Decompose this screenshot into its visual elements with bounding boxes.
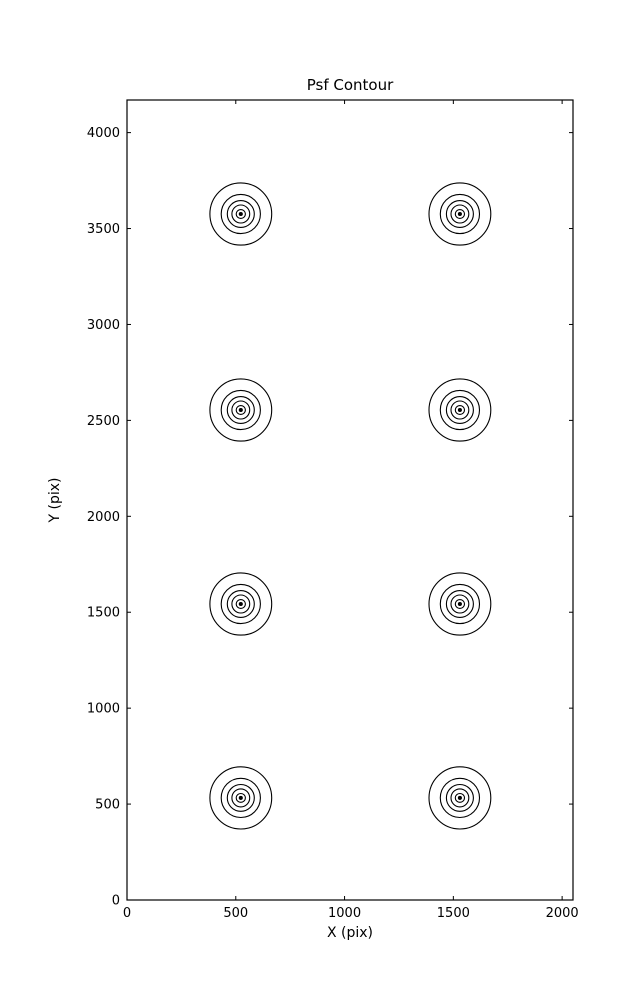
- psf-contour-group: [428, 182, 492, 246]
- contour-ring: [220, 583, 261, 625]
- contour-ring: [226, 590, 255, 618]
- contour-ring: [439, 583, 481, 625]
- contour-ring: [231, 400, 251, 420]
- contour-ring: [439, 389, 481, 431]
- contour-ring: [428, 572, 492, 636]
- contour-ring: [235, 792, 246, 803]
- contour-ring: [226, 200, 255, 228]
- contour-ring: [428, 766, 492, 830]
- contour-ring: [428, 182, 492, 246]
- y-tick-label: 3500: [87, 222, 120, 237]
- contour-ring: [231, 594, 251, 614]
- y-tick-label: 0: [112, 894, 120, 909]
- y-tick-label: 500: [95, 798, 120, 813]
- contour-ring: [238, 211, 243, 217]
- contour-ring: [450, 594, 470, 614]
- psf-contour-group: [209, 766, 273, 830]
- contour-ring: [450, 204, 470, 224]
- contour-ring: [445, 783, 474, 812]
- contour-ring: [445, 200, 474, 228]
- psf-contour-group: [428, 572, 492, 636]
- psf-contour-group: [209, 572, 273, 636]
- plot-frame: [126, 99, 574, 901]
- contour-ring: [439, 777, 481, 819]
- y-axis-label: Y (pix): [47, 477, 63, 523]
- contour-ring: [428, 378, 492, 442]
- contour-ring: [235, 405, 246, 415]
- contour-ring: [235, 599, 246, 609]
- contour-ring: [209, 378, 273, 442]
- contour-ring: [454, 209, 466, 219]
- x-axis-label: X (pix): [326, 925, 374, 941]
- x-tick-label: 1000: [328, 906, 361, 921]
- psf-contour-group: [209, 378, 273, 442]
- contour-ring: [457, 407, 462, 413]
- contour-ring: [454, 792, 466, 803]
- contour-ring: [209, 572, 273, 636]
- contour-ring: [226, 783, 255, 812]
- y-tick-label: 2500: [87, 414, 120, 429]
- x-tick-label: 0: [123, 906, 131, 921]
- contour-ring: [450, 400, 470, 420]
- contour-ring: [457, 601, 462, 607]
- contour-ring: [445, 590, 474, 618]
- contour-ring: [238, 601, 243, 607]
- contour-ring: [209, 182, 273, 246]
- contour-ring: [231, 788, 251, 808]
- contour-ring: [220, 389, 261, 431]
- contour-ring: [450, 788, 470, 808]
- contour-ring: [226, 396, 255, 424]
- contour-ring: [220, 777, 261, 819]
- contour-ring: [457, 211, 462, 217]
- y-tick-label: 2000: [87, 510, 120, 525]
- x-tick-label: 1500: [437, 906, 470, 921]
- y-tick-label: 4000: [87, 126, 120, 141]
- contour-ring: [238, 795, 243, 800]
- contour-ring: [439, 193, 481, 235]
- x-tick-label: 2000: [546, 906, 579, 921]
- contour-ring: [445, 396, 474, 424]
- contour-ring: [454, 599, 466, 609]
- psf-contour-group: [209, 182, 273, 246]
- x-tick-label: 500: [223, 906, 248, 921]
- contour-ring: [231, 204, 251, 224]
- contour-ring: [454, 405, 466, 415]
- contour-ring: [209, 766, 273, 830]
- contour-ring: [238, 407, 243, 413]
- chart-title: Psf Contour: [306, 76, 394, 94]
- psf-contour-group: [428, 378, 492, 442]
- y-tick-label: 1500: [87, 606, 120, 621]
- y-tick-label: 1000: [87, 702, 120, 717]
- contour-ring: [235, 209, 246, 219]
- psf-contour-group: [428, 766, 492, 830]
- contour-ring: [457, 795, 462, 800]
- contour-ring: [220, 193, 261, 235]
- y-tick-label: 3000: [87, 318, 120, 333]
